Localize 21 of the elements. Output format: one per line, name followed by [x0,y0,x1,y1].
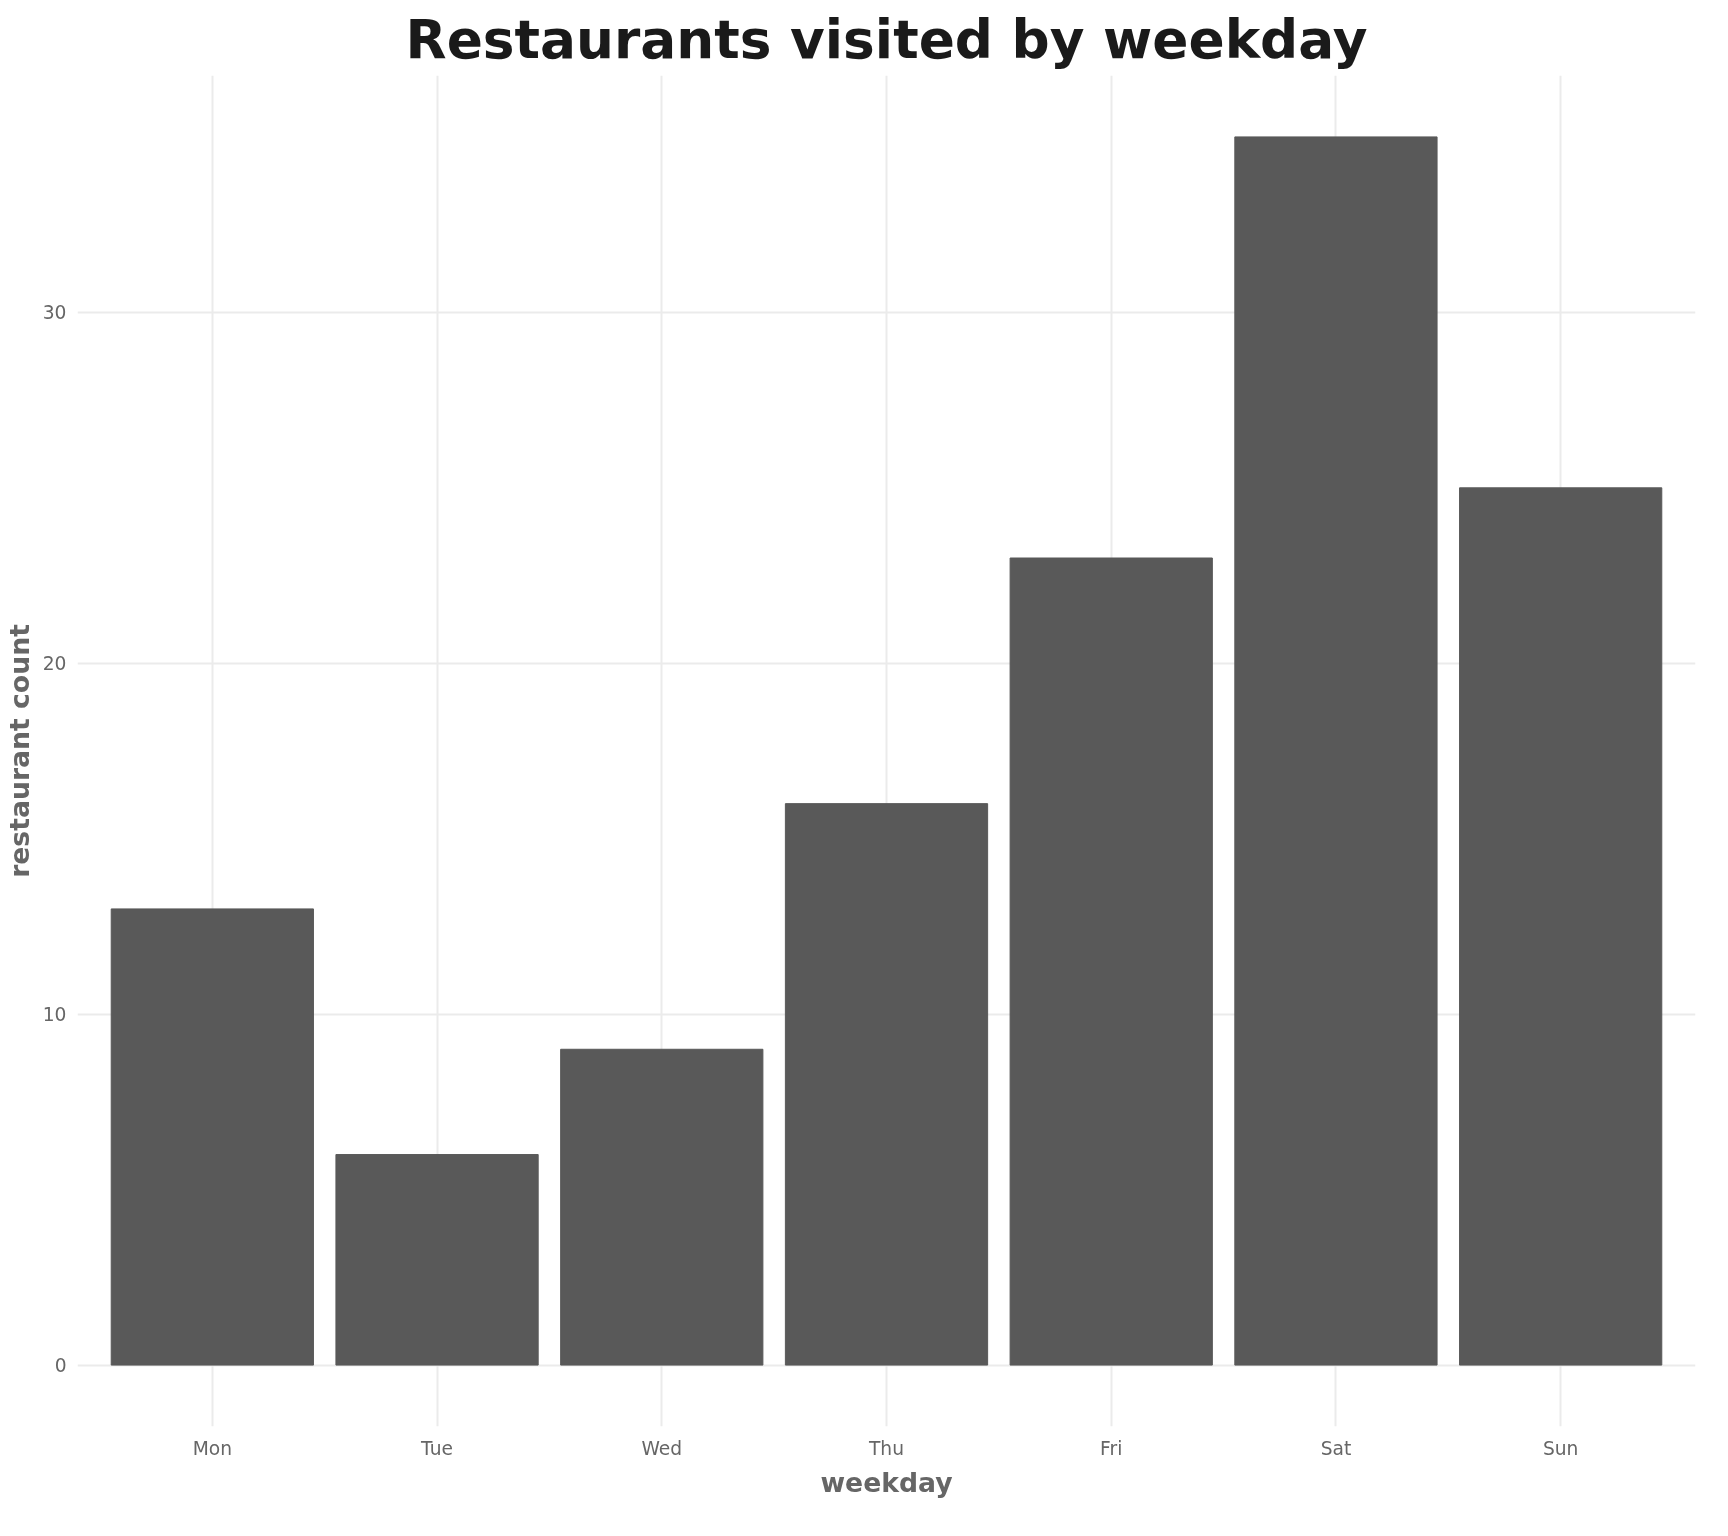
x-tick-label: Thu [867,1437,905,1459]
y-tick-label: 30 [42,302,67,324]
chart-title: Restaurants visited by weekday [405,7,1368,71]
x-tick-label: Fri [1100,1437,1123,1459]
bar [335,1154,539,1366]
y-axis-title: restaurant count [3,623,35,878]
bar [784,803,989,1366]
x-tick-label: Mon [192,1437,233,1459]
bar [1459,487,1663,1366]
bar [1009,557,1213,1366]
bar [1234,136,1438,1366]
bar [560,1048,764,1366]
x-axis-title: weekday [820,1466,953,1498]
bar [110,908,314,1366]
x-tick-label: Sat [1320,1437,1352,1459]
x-tick-label: Wed [641,1437,683,1459]
y-tick-label: 0 [54,1355,67,1377]
x-tick-label: Tue [420,1437,453,1459]
x-tick-label: Sun [1542,1437,1579,1459]
y-tick-label: 20 [42,653,67,675]
y-tick-label: 10 [42,1004,67,1026]
